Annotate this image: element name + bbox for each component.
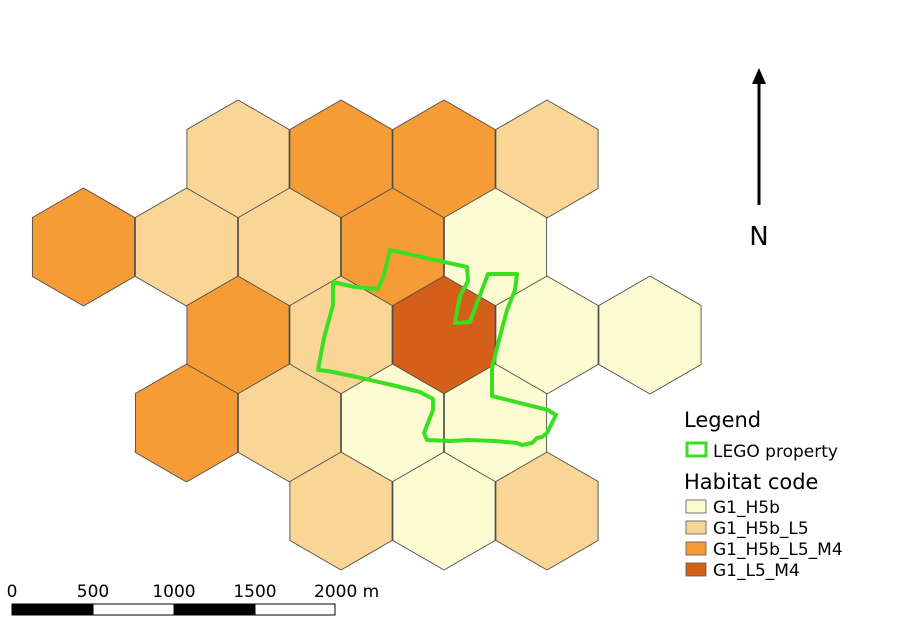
- legend-class-label: G1_H5b_L5_M4: [713, 540, 843, 560]
- scale-segment: [92, 603, 175, 616]
- hexagon-grid: [31, 99, 702, 571]
- scale-tick-labels: 0 500 1000 1500 2000 m: [7, 582, 380, 602]
- legend-swatch: [685, 562, 707, 577]
- lego-property-boundary: [316, 248, 558, 447]
- scale-segment: [11, 603, 94, 616]
- scale-tick-label: 0: [7, 582, 18, 602]
- hex-cell: [134, 363, 239, 483]
- legend-class-label: G1_H5b: [713, 498, 780, 518]
- hex-cell: [31, 187, 136, 307]
- scale-segment: [254, 603, 336, 616]
- north-arrow: N: [749, 68, 769, 252]
- legend-property-swatch: [685, 441, 708, 458]
- hex-cell: [392, 451, 496, 571]
- hex-cell: [598, 275, 702, 395]
- scale-tick-label: 1500: [233, 582, 276, 602]
- north-arrow-head-icon: [752, 68, 766, 84]
- legend-title: Legend: [684, 408, 761, 432]
- legend: Legend LEGO property Habitat code G1_H5b…: [684, 408, 843, 581]
- scale-tick-label: 1000: [152, 582, 195, 602]
- scale-tick-label: 500: [77, 582, 109, 602]
- hex-cell: [495, 451, 599, 571]
- legend-swatch: [685, 520, 707, 535]
- legend-property-label: LEGO property: [713, 442, 838, 462]
- scale-segment: [173, 603, 256, 616]
- legend-habitat-title: Habitat code: [684, 470, 818, 494]
- legend-swatch: [685, 541, 707, 556]
- legend-class-label: G1_L5_M4: [713, 561, 800, 581]
- scale-bar: 0 500 1000 1500 2000 m: [7, 582, 380, 616]
- scale-tick-label: 2000 m: [314, 582, 379, 602]
- legend-swatch: [685, 499, 707, 514]
- legend-class-label: G1_H5b_L5: [713, 519, 809, 539]
- hex-cell: [289, 451, 393, 571]
- north-arrow-label: N: [749, 222, 768, 252]
